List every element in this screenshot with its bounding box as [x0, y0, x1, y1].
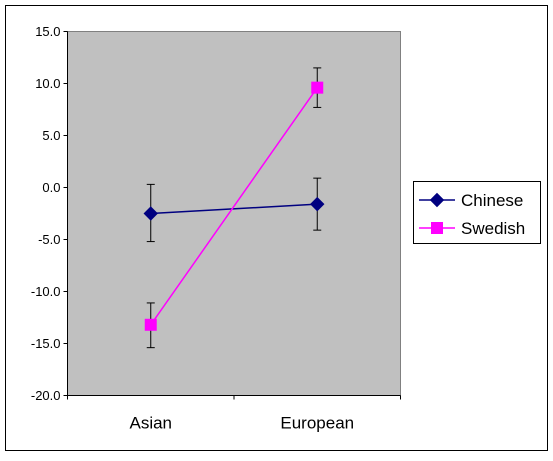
data-point-diamond: [143, 206, 158, 221]
data-point-square: [144, 318, 157, 331]
legend-marker-diamond: [429, 192, 445, 208]
y-tick-label: -5.0: [38, 232, 60, 247]
x-category-label: European: [280, 414, 354, 433]
y-tick-label: -20.0: [31, 388, 61, 403]
series-swedish: [144, 67, 324, 349]
legend-label: Chinese: [461, 191, 523, 210]
x-category-label: Asian: [129, 414, 172, 433]
legend: Chinese Swedish: [413, 181, 541, 244]
y-tick-label: 0.0: [42, 180, 60, 195]
plot-area: [67, 31, 401, 396]
series-layer: [143, 67, 325, 349]
series-line: [150, 87, 318, 326]
x-axis-ticks: Asian European: [67, 395, 401, 433]
y-tick-label: 10.0: [35, 76, 60, 91]
legend-item-chinese: Chinese: [419, 191, 523, 210]
data-point-square: [311, 81, 324, 94]
y-tick-label: -15.0: [31, 336, 61, 351]
legend-marker-square: [431, 222, 443, 234]
y-tick-label: 15.0: [35, 24, 60, 39]
legend-label: Swedish: [461, 219, 525, 238]
data-point-diamond: [310, 196, 325, 212]
series-line: [150, 203, 318, 215]
legend-item-swedish: Swedish: [419, 219, 525, 238]
y-tick-label: -10.0: [31, 284, 61, 299]
y-tick-label: 5.0: [42, 128, 60, 143]
series-chinese: [143, 177, 325, 243]
y-axis-ticks: 15.0 10.0 5.0 0.0 -5.0 -10.0 -15.0 -20.0: [31, 24, 68, 403]
